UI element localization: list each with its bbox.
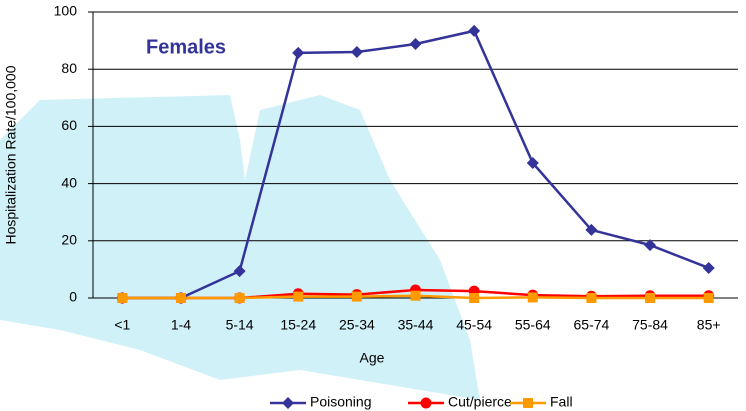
legend-label: Poisoning	[310, 394, 372, 410]
x-tick-label: 25-34	[339, 317, 375, 333]
data-point	[292, 46, 305, 59]
background-map	[0, 95, 480, 400]
x-axis-label: Age	[360, 350, 385, 366]
data-point	[410, 290, 421, 301]
y-tick-label: 40	[61, 174, 77, 190]
y-tick-label: 0	[69, 289, 77, 305]
data-point	[350, 46, 363, 59]
x-tick-label: 55-64	[515, 317, 551, 333]
legend-marker	[420, 397, 432, 409]
x-tick-label: 35-44	[398, 317, 434, 333]
x-tick-label: 1-4	[171, 317, 191, 333]
data-point	[586, 293, 597, 303]
data-point	[702, 261, 715, 274]
y-axis-label: Hospitalization Rate/100,000	[3, 65, 19, 244]
x-tick-label: 85+	[697, 317, 721, 333]
data-point	[703, 293, 714, 303]
data-point	[175, 293, 186, 303]
data-point	[644, 239, 657, 252]
y-tick-label: 60	[61, 117, 77, 133]
legend-marker	[282, 397, 294, 409]
data-point	[409, 38, 422, 51]
legend-marker	[523, 398, 533, 408]
data-point	[293, 291, 304, 302]
x-tick-label: 15-24	[280, 317, 316, 333]
x-tick-label: 75-84	[632, 317, 668, 333]
legend-label: Fall	[550, 394, 573, 410]
data-point	[351, 291, 362, 302]
x-tick-label: 5-14	[226, 317, 254, 333]
y-tick-label: 100	[54, 3, 78, 19]
data-point	[526, 157, 539, 170]
data-point	[468, 24, 481, 37]
data-point	[233, 265, 246, 278]
chart-title: Females	[146, 36, 226, 58]
data-point	[234, 293, 245, 303]
x-tick-label: 45-54	[456, 317, 492, 333]
y-tick-label: 80	[61, 60, 77, 76]
x-tick-label: <1	[114, 317, 130, 333]
x-tick-label: 65-74	[574, 317, 610, 333]
legend-label: Cut/pierce	[448, 394, 512, 410]
data-point	[645, 293, 656, 303]
data-point	[527, 292, 538, 303]
data-point	[585, 223, 598, 236]
y-tick-label: 20	[61, 232, 77, 248]
data-point	[469, 293, 480, 303]
data-point	[117, 293, 128, 303]
